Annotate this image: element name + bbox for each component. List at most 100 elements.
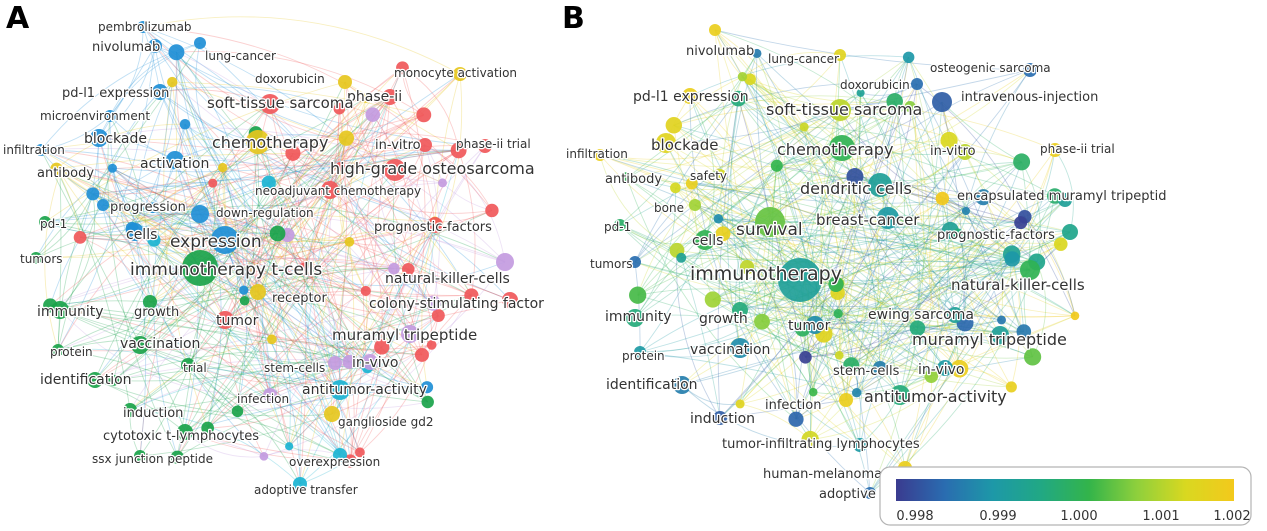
panel-a-node[interactable]	[374, 339, 390, 355]
panel-a-node-monocyte-activation[interactable]	[453, 67, 467, 81]
panel-b-node[interactable]	[924, 369, 939, 383]
panel-a-node[interactable]	[426, 340, 437, 350]
panel-b-node[interactable]	[833, 309, 843, 319]
panel-b-node[interactable]	[935, 191, 950, 206]
panel-b-node-safety[interactable]	[714, 169, 726, 181]
panel-a-node[interactable]	[344, 237, 355, 247]
panel-b-node[interactable]	[982, 230, 992, 240]
panel-a-node[interactable]	[299, 262, 308, 272]
panel-a-node-in-vivo[interactable]	[362, 354, 378, 370]
panel-a-node-vaccination[interactable]	[131, 336, 149, 354]
panel-b-node[interactable]	[685, 177, 698, 190]
panel-a-node[interactable]	[285, 442, 294, 451]
panel-a-node-high-grade-osteosarcoma[interactable]	[384, 159, 406, 181]
panel-a-node-ganglioside-gd2[interactable]	[324, 406, 340, 422]
panel-b-node[interactable]	[1005, 381, 1017, 393]
panel-b-node[interactable]	[834, 350, 844, 360]
panel-b-node-encapsulated-muramyl-tripeptid[interactable]	[1058, 193, 1072, 207]
panel-a-node-immunity[interactable]	[51, 301, 69, 319]
panel-b-node[interactable]	[961, 206, 971, 216]
panel-a-node[interactable]	[147, 233, 161, 247]
panel-a-node[interactable]	[425, 295, 441, 311]
panel-b-node[interactable]	[997, 315, 1006, 325]
panel-b-node-vaccination[interactable]	[730, 338, 750, 358]
panel-b-node-soft-tissue-sarcoma[interactable]	[829, 99, 851, 121]
panel-a-node-colony-stimulating-factor[interactable]	[502, 292, 518, 308]
panel-a-node-chemotherapy[interactable]	[246, 130, 270, 154]
panel-b-node[interactable]	[975, 189, 992, 206]
panel-b-node-bone[interactable]	[689, 199, 701, 211]
panel-a-node[interactable]	[360, 285, 371, 296]
panel-a-node[interactable]	[239, 295, 250, 306]
panel-a-node-protein[interactable]	[52, 344, 64, 356]
panel-b-node[interactable]	[713, 213, 724, 224]
panel-b-node[interactable]	[1070, 311, 1080, 321]
panel-b-node-doxorubicin[interactable]	[911, 78, 923, 90]
panel-a-node-stem-cells[interactable]	[328, 356, 342, 370]
panel-b-node[interactable]	[665, 117, 683, 134]
panel-a-node[interactable]	[365, 107, 381, 122]
panel-a-node[interactable]	[354, 447, 365, 458]
panel-a-node-overexpression[interactable]	[333, 448, 347, 462]
panel-a-node[interactable]	[342, 354, 357, 369]
panel-b-node[interactable]	[744, 73, 756, 86]
panel-b-node[interactable]	[737, 71, 748, 82]
panel-a-node-growth[interactable]	[143, 295, 157, 309]
panel-b-node-stem-cells[interactable]	[873, 361, 887, 375]
panel-b-node-pd-1[interactable]	[614, 219, 626, 231]
panel-a-node[interactable]	[338, 130, 355, 146]
panel-b-node-survival[interactable]	[755, 207, 785, 237]
panel-b-node[interactable]	[715, 226, 731, 242]
panel-b-node-dendritic-cells[interactable]	[868, 173, 892, 197]
panel-a-node[interactable]	[396, 61, 409, 75]
panel-b-node[interactable]	[909, 320, 926, 336]
panel-b-node[interactable]	[735, 399, 745, 409]
panel-a-node-antitumor-activity[interactable]	[330, 380, 350, 400]
panel-a-node[interactable]	[450, 142, 467, 159]
panel-a-node[interactable]	[416, 107, 432, 123]
panel-b-node[interactable]	[629, 286, 647, 304]
panel-a-node-cytotoxic-t-lymphocytes[interactable]	[177, 424, 193, 440]
panel-b-node-growth[interactable]	[732, 302, 748, 318]
panel-a-node[interactable]	[201, 421, 214, 435]
panel-a-node[interactable]	[485, 203, 499, 218]
panel-a-node[interactable]	[168, 44, 185, 61]
panel-b-node[interactable]	[704, 291, 721, 308]
panel-b-node[interactable]	[670, 182, 681, 194]
panel-b-node-infection[interactable]	[839, 393, 853, 407]
panel-b-node-chemotherapy[interactable]	[829, 135, 855, 161]
panel-a-node-induction[interactable]	[123, 403, 137, 417]
panel-b-node[interactable]	[940, 131, 958, 150]
panel-b-node[interactable]	[799, 122, 809, 132]
panel-a-node-antibody[interactable]	[54, 166, 66, 178]
panel-a-node[interactable]	[464, 288, 479, 303]
panel-b-node-osteogenic-sarcoma[interactable]	[1023, 63, 1037, 77]
panel-a-node[interactable]	[343, 454, 357, 468]
panel-a-node[interactable]	[388, 262, 400, 275]
panel-b-node[interactable]	[801, 430, 819, 449]
panel-b-node-prognostic-factors[interactable]	[1062, 224, 1078, 240]
panel-b-node[interactable]	[851, 387, 862, 398]
panel-a-node[interactable]	[239, 285, 249, 295]
panel-b-node-infiltration[interactable]	[594, 149, 606, 161]
panel-a-node-progression[interactable]	[97, 199, 109, 211]
panel-a-node-ssx-junction-peptide[interactable]	[134, 450, 146, 462]
panel-b-node[interactable]	[886, 93, 903, 110]
panel-a-node[interactable]	[86, 187, 100, 201]
panel-a-node[interactable]	[421, 395, 434, 409]
panel-a-node-doxorubicin[interactable]	[338, 75, 352, 89]
panel-a-node-prognostic-factors[interactable]	[427, 217, 443, 233]
panel-b-node-breast-cancer[interactable]	[877, 207, 899, 229]
panel-b-node-in-vivo[interactable]	[937, 360, 953, 376]
panel-a-node-identification[interactable]	[87, 372, 103, 388]
panel-b-node[interactable]	[788, 411, 804, 427]
panel-a-node[interactable]	[269, 225, 286, 242]
panel-b-node[interactable]	[754, 313, 770, 330]
panel-a-node[interactable]	[107, 163, 117, 173]
panel-a-node-muramyl-tripeptide[interactable]	[401, 325, 419, 343]
panel-a-node[interactable]	[333, 102, 346, 115]
panel-a-node-down-regulation[interactable]	[191, 205, 209, 223]
panel-a-node-lung-cancer[interactable]	[194, 37, 206, 49]
panel-b-node[interactable]	[1016, 324, 1032, 339]
panel-a-node[interactable]	[438, 178, 447, 188]
